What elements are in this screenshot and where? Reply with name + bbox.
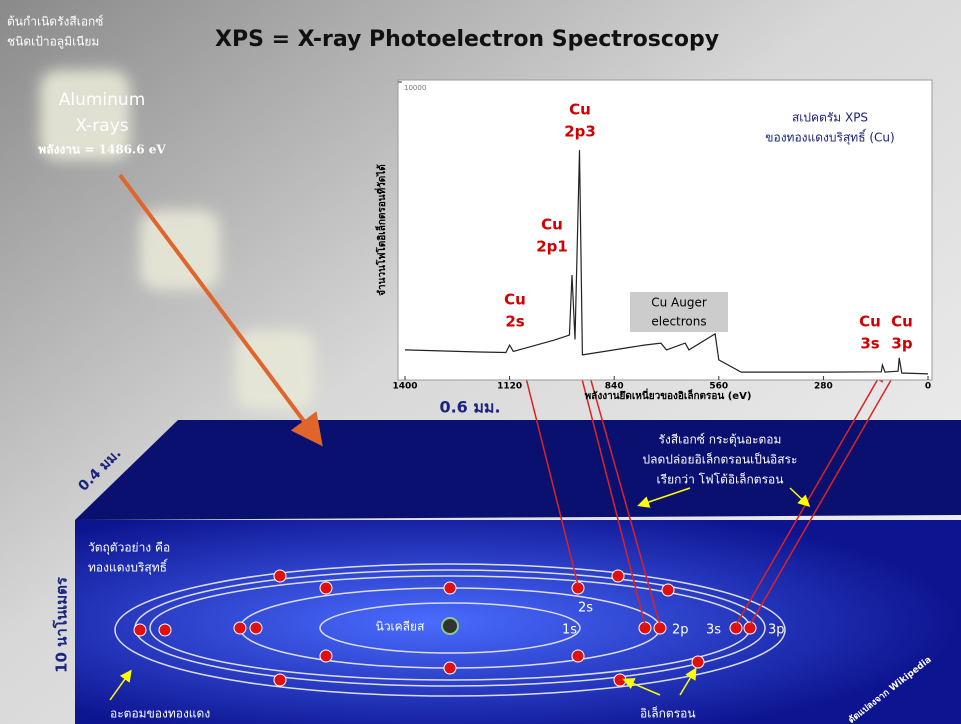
peak-label: Cu [569, 101, 591, 119]
sample-description: ทองแดงบริสุทธิ์ [88, 559, 169, 576]
peak-label: Cu [541, 216, 563, 234]
box-top [75, 420, 961, 520]
xray-label: Aluminum [59, 90, 146, 110]
x-tick-label: 1120 [497, 382, 522, 392]
plot-area [398, 80, 932, 380]
x-tick-label: 280 [814, 382, 833, 392]
peak-label: 2p1 [536, 238, 568, 256]
peak-label: Cu [891, 313, 913, 331]
source-label: ชนิดเป้าอลูมิเนียม [7, 35, 99, 50]
x-tick-label: 560 [709, 382, 728, 392]
xray-energy: พลังงาน = 1486.6 eV [38, 143, 166, 157]
x-tick-label: 0 [925, 382, 931, 392]
source-label: ต้นกำเนิดรังสีเอกซ์ [7, 15, 103, 29]
chart-title: สเปคตรัม XPS [792, 111, 868, 125]
peak-label: 3s [860, 335, 879, 353]
infographic: ต้นกำเนิดรังสีเอกซ์ ชนิดเป้าอลูมิเนียม X… [0, 0, 961, 724]
peak-label: 2s [505, 313, 524, 331]
shell-label: 3s [706, 623, 721, 638]
electron-label: อิเล็กตรอน [640, 706, 696, 721]
peak-label: 2p3 [564, 123, 596, 141]
title: XPS = X-ray Photoelectron Spectroscopy [215, 27, 719, 52]
shell-label: 2s [578, 601, 593, 616]
auger-label: electrons [651, 315, 706, 329]
shell-label: 1s [562, 623, 577, 638]
thickness-label: 10 นาโนเมตร [52, 576, 71, 673]
y-axis-label: จำนวนโฟโตอิเล็กตรอนที่วัดได้ [374, 164, 388, 296]
xray-label: X-rays [75, 116, 128, 136]
excitation-note: ปลดปล่อยอิเล็กตรอนเป็นอิสระ [643, 452, 798, 467]
nucleus-label: นิวเคลียส [376, 620, 425, 634]
sample-description: วัตถุตัวอย่าง คือ [88, 541, 170, 556]
shell-label: 3p [768, 623, 785, 638]
peak-label: Cu [859, 313, 881, 331]
chart-title: ของทองแดงบริสุทธิ์ (Cu) [765, 129, 894, 146]
peak-label: Cu [504, 291, 526, 309]
peak-label: 3p [891, 335, 912, 353]
x-tick-label: 840 [605, 382, 624, 392]
x-tick-label: 1400 [392, 382, 417, 392]
shell-label: 2p [672, 623, 689, 638]
box-front [75, 520, 961, 724]
atom-label: อะตอมของทองแดง [110, 707, 210, 721]
nucleus [442, 618, 458, 634]
width-label: 0.6 มม. [439, 398, 500, 417]
auger-label: Cu Auger [651, 296, 707, 310]
page: {"header": {"source_label": ["ต้นกำเนิดร… [0, 0, 961, 724]
y-tick-label: 10000 [404, 84, 426, 92]
excitation-note: เรียกว่า โฟโต้อิเล็กตรอน [657, 472, 784, 487]
excitation-note: รังสีเอกซ์ กระตุ้นอะตอม [659, 433, 782, 448]
